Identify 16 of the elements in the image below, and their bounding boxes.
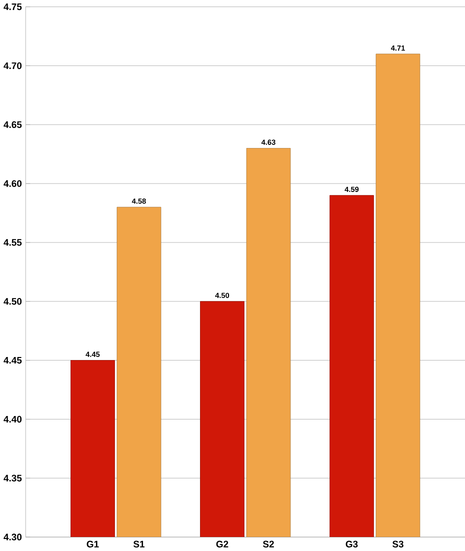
x-tick-label: S3 <box>392 540 404 548</box>
y-tick-label: 4.35 <box>4 474 22 482</box>
y-tick-label: 4.75 <box>4 4 22 10</box>
y-tick-label: 4.55 <box>4 239 22 246</box>
y-tick-label: 4.70 <box>4 62 22 70</box>
y-tick-label: 4.45 <box>4 356 22 364</box>
y-tick-label: 4.50 <box>4 298 22 305</box>
y-tick-label: 4.65 <box>4 121 22 128</box>
x-tick-label: G2 <box>216 540 228 548</box>
y-tick-label: 4.30 <box>4 534 22 540</box>
y-tick-label: 4.60 <box>4 180 22 187</box>
x-tick-label: S1 <box>133 540 144 548</box>
x-tick-label: S2 <box>262 540 274 548</box>
x-tick-label: G1 <box>86 540 99 548</box>
y-tick-label: 4.40 <box>4 416 22 423</box>
x-tick-label: G3 <box>346 540 358 548</box>
